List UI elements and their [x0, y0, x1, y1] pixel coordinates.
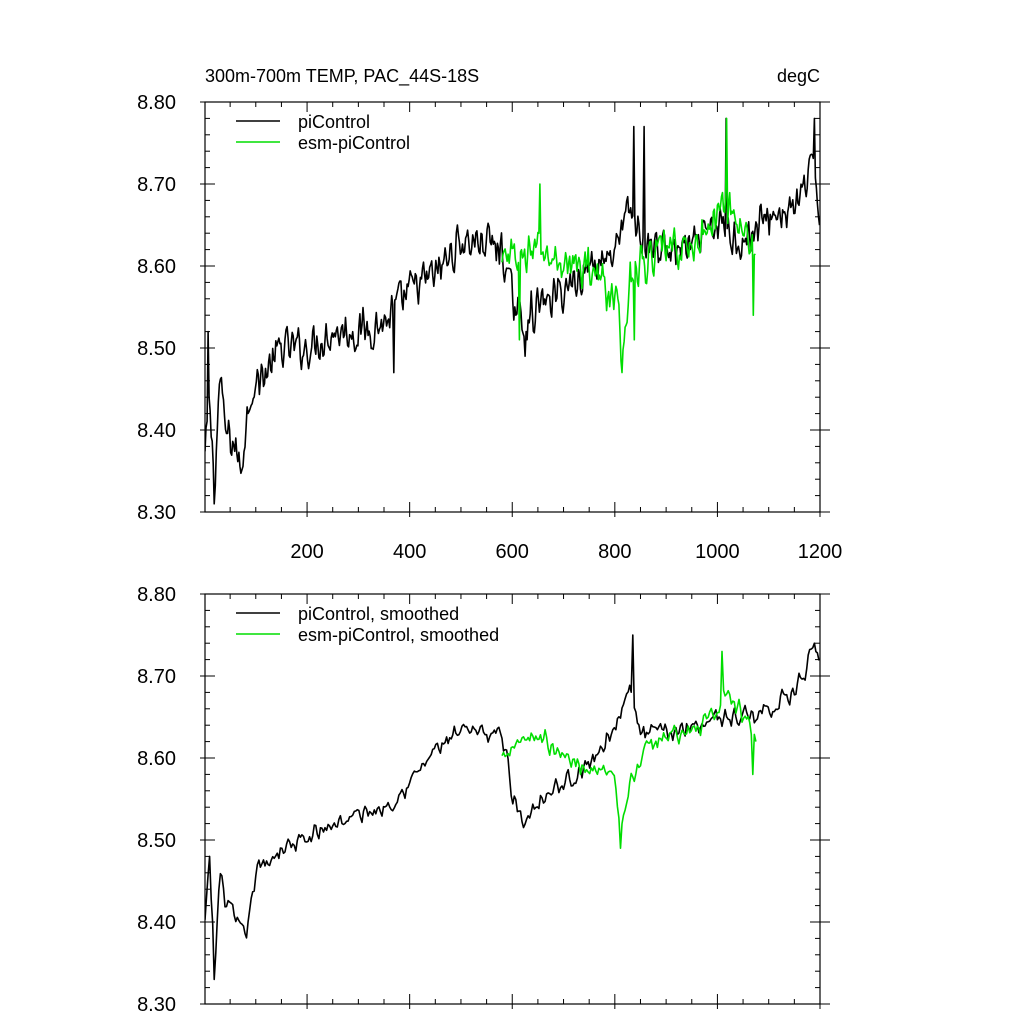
- y-tick-label: 8.60: [137, 748, 176, 770]
- x-tick-label: 800: [598, 541, 631, 563]
- units-label: degC: [777, 66, 820, 86]
- x-tick-label: 1000: [695, 541, 740, 563]
- y-tick-label: 8.80: [137, 584, 176, 606]
- legend-label-picontrol: piControl: [298, 112, 370, 132]
- y-tick-label: 8.50: [137, 830, 176, 852]
- y-tick-label: 8.70: [137, 666, 176, 688]
- y-tick-label: 8.50: [137, 338, 176, 360]
- series-line-picontrol-smoothed: [205, 634, 820, 981]
- y-tick-label: 8.40: [137, 912, 176, 934]
- x-tick-label: 200: [290, 541, 323, 563]
- bottom-series-layer: [205, 634, 820, 981]
- x-tick-label: 1200: [798, 541, 843, 563]
- chart-title: 300m-700m TEMP, PAC_44S-18S: [205, 66, 479, 87]
- top-legend: piControl esm-piControl: [236, 112, 410, 153]
- y-tick-label: 8.70: [137, 174, 176, 196]
- y-tick-label: 8.40: [137, 420, 176, 442]
- series-line-esm-picontrol-smoothed: [501, 650, 757, 849]
- y-tick-label: 8.30: [137, 994, 176, 1016]
- x-tick-label: 400: [393, 541, 426, 563]
- legend-label-esm-picontrol-smoothed: esm-piControl, smoothed: [298, 625, 499, 645]
- series-line-esm-picontrol: [501, 117, 756, 374]
- bottom-panel: 8.80 8.70 8.60 8.50 8.40 8.30 piControl, smoo…: [137, 584, 830, 1016]
- y-tick-label: 8.60: [137, 256, 176, 278]
- legend-label-esm-picontrol: esm-piControl: [298, 133, 410, 153]
- y-tick-label: 8.30: [137, 502, 176, 524]
- bottom-legend: piControl, smoothed esm-piControl, smoot…: [236, 604, 499, 645]
- legend-label-picontrol-smoothed: piControl, smoothed: [298, 604, 459, 624]
- top-panel: 200 400 600 800 1000 1200 8.80 8.70 8.60 8.50 8.40…: [137, 92, 842, 563]
- x-tick-label: 600: [496, 541, 529, 563]
- y-tick-label: 8.80: [137, 92, 176, 114]
- series-line-picontrol: [205, 117, 820, 505]
- top-series-layer: [205, 117, 820, 505]
